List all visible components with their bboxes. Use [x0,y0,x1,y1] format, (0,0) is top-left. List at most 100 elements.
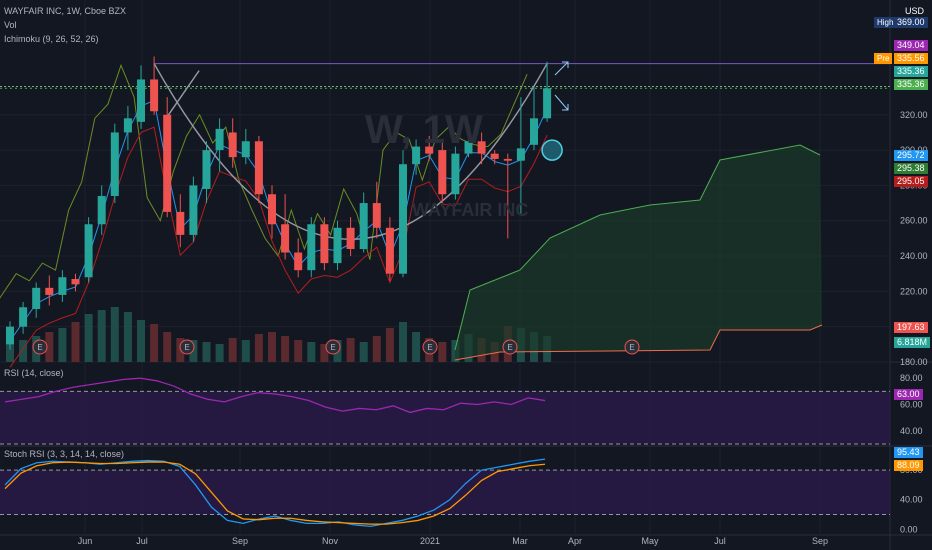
volume-bar [294,340,303,362]
x-axis-label: Mar [512,536,528,546]
symbol-title: WAYFAIR INC, 1W, Cboe BZX [4,6,127,16]
level-price-tag: 335.36 [894,79,928,90]
candle-body [438,150,447,195]
earnings-marker [32,339,48,355]
earnings-marker [502,339,518,355]
high-label-tag: High [874,17,897,28]
candle-body [372,203,381,228]
volume-bar [189,340,198,362]
candle-body [19,307,28,327]
candle-body [123,118,132,133]
volume-bar [254,334,263,362]
candle-body [543,88,552,119]
earnings-marker-label: E [629,343,634,352]
candle-body [412,146,421,165]
candle-body [530,118,538,145]
candle-body [45,287,54,295]
volume-bar [281,336,290,362]
kijun-line [9,126,548,368]
candle-body [385,227,394,274]
ichimoku-cloud [0,63,823,368]
candle-body [477,141,486,154]
volume-bar [6,344,14,362]
volume-bar [228,338,237,362]
candle-body [320,224,329,264]
earnings-marker [325,339,341,355]
stoch-axis-tick: 0.00 [900,524,918,534]
candle-body [137,79,145,122]
highlight-circle [541,139,563,161]
cup-handle-line [165,70,200,119]
x-axis-label: Nov [322,536,339,546]
volume-bar [19,340,28,362]
volume-bar [359,342,368,362]
candle-body [451,153,460,195]
candle-body [516,148,525,161]
volume-bar [372,336,381,362]
y-axis-tick: 240.00 [900,251,928,261]
earnings-marker [624,339,640,355]
earnings-marker-label: E [507,343,512,352]
lagging-span-line [0,63,528,299]
volume-bar [45,332,54,362]
candle-body [163,114,172,212]
candle-body [32,287,41,310]
volume-bar [84,314,93,362]
span-b-line [454,324,823,361]
stoch-band [0,470,890,515]
arrow-up-icon [554,61,569,76]
span-a-price-tag: 295.38 [894,163,928,174]
volume-bar [438,342,447,362]
volume-bar [320,344,329,362]
candle-body [97,196,106,225]
volume-bar [268,332,276,362]
candle-body [281,224,290,253]
earnings-marker-label: E [37,343,42,352]
stoch-k-tag: 95.43 [894,447,923,458]
cloud-fill [455,145,822,360]
volume-bar [97,310,106,362]
x-axis-label: Sep [232,536,248,546]
volume-bar [412,332,421,362]
rsi-pane: 40.00 60.00 80.00 [0,373,923,445]
candle-body [254,141,263,195]
candle-body [359,203,368,249]
volume-bar [346,338,355,362]
ichimoku-label: Ichimoku (9, 26, 52, 26) [4,34,99,44]
watermark-name: WAYFAIR INC [412,200,529,220]
volume-bar [58,328,67,362]
arrow-down-icon [554,94,569,111]
candle-body [228,132,237,158]
premarket-label-tag: Pre [874,53,893,64]
volume-bar [163,332,172,362]
volume-bar [71,322,80,362]
candle-body [241,141,250,158]
rsi-value-tag: 63.00 [894,389,923,400]
y-axis-tick: 220.00 [900,286,928,296]
currency-label: USD [905,6,925,16]
rsi-series-line [4,377,546,414]
rsi-axis-tick: 60.00 [900,400,923,410]
tenkan-price-tag: 295.72 [894,150,928,161]
last-price-tag: 335.36 [894,66,928,77]
y-axis-tick: 260.00 [900,216,928,226]
earnings-marker [422,339,438,355]
x-axis-label: Apr [568,536,582,546]
stoch-label: Stoch RSI (3, 3, 14, 14, close) [4,449,125,459]
kijun-price-tag: 295.05 [894,176,928,187]
candle-body [490,153,499,159]
watermark-symbol: W, 1W [365,108,483,152]
earnings-marker-label: E [330,343,335,352]
candle-body [425,146,434,154]
candle-body [110,132,119,197]
volume-bar [110,307,119,362]
x-axis-label: Jul [714,536,726,546]
x-axis-label: May [641,536,659,546]
volume-tag: 6.818M [894,337,931,348]
candle-body [84,224,93,278]
x-axis-label: Sep [812,536,828,546]
candle-body [503,158,512,161]
